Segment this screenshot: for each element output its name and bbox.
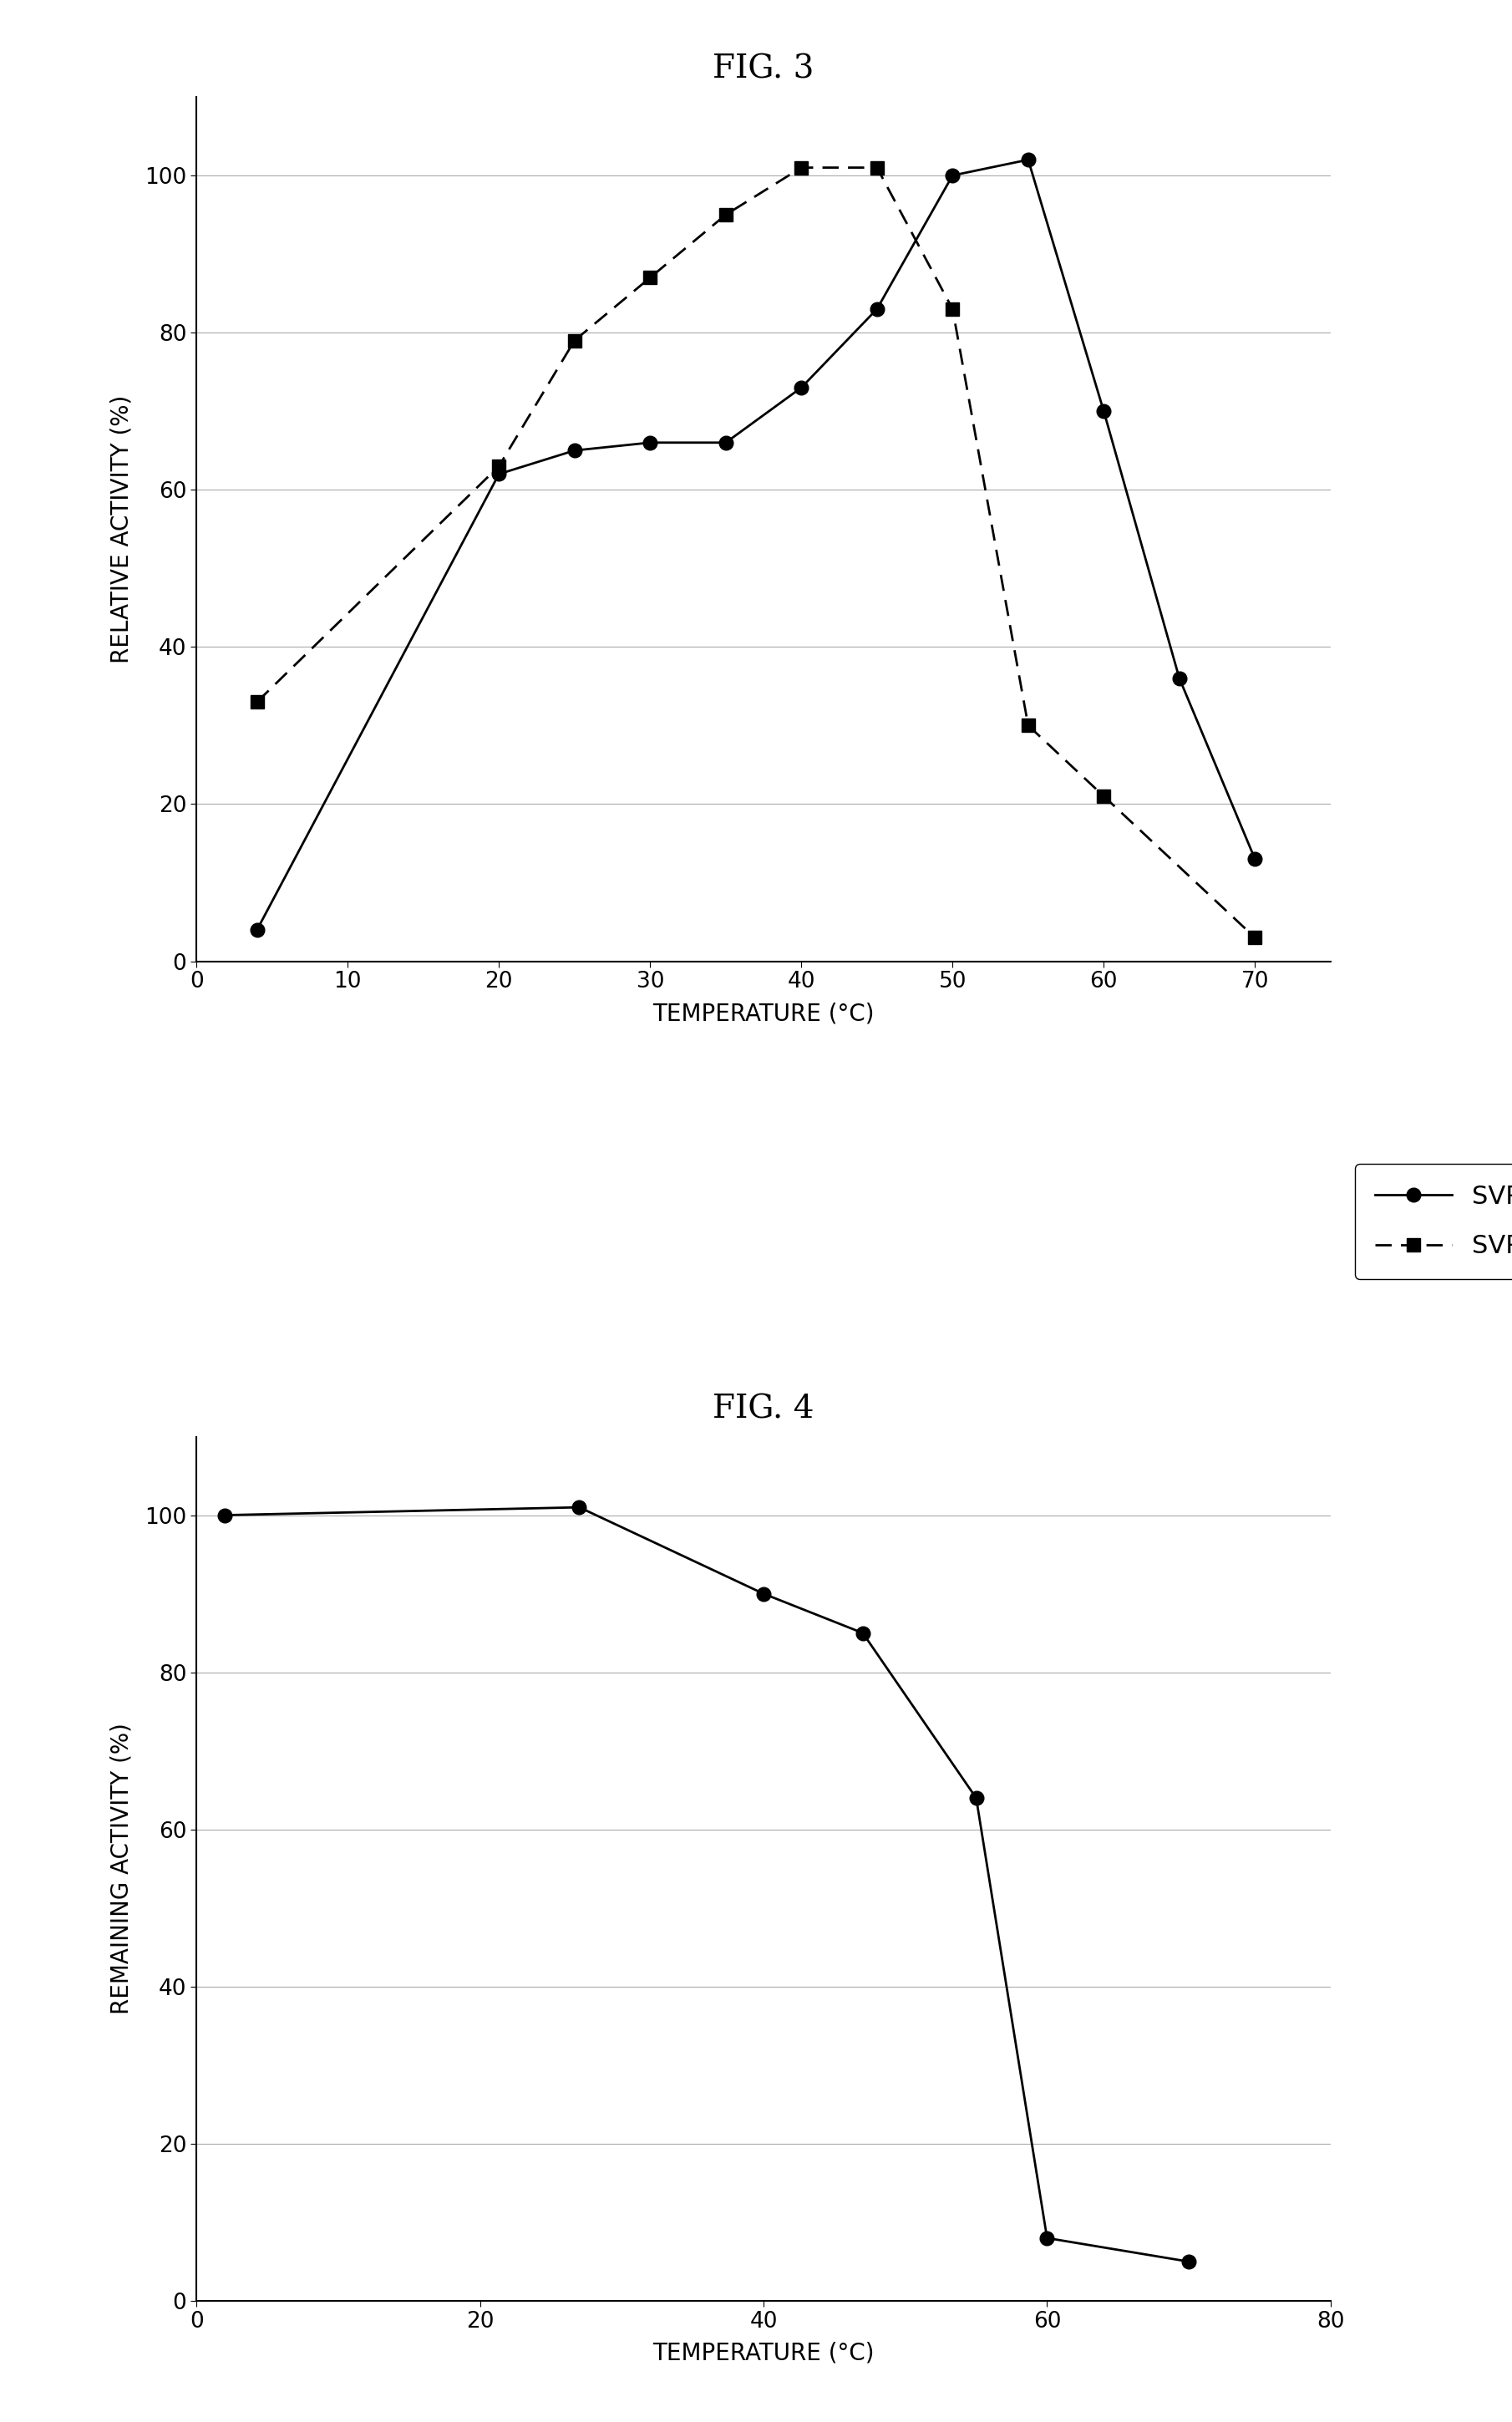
SVP35: [943, 295, 962, 325]
SVP70: [1019, 145, 1037, 174]
SVP70: [248, 916, 266, 945]
SVP35: [248, 688, 266, 717]
Title: FIG. 3: FIG. 3: [712, 53, 815, 85]
SVP35: [792, 153, 810, 182]
Y-axis label: REMAINING ACTIVITY (%): REMAINING ACTIVITY (%): [110, 1722, 133, 2015]
SVP35: [717, 201, 735, 230]
SVP35: [868, 153, 886, 182]
SVP70: [490, 460, 508, 489]
SVP70: [717, 429, 735, 458]
SVP70: [641, 429, 659, 458]
Line: SVP70: SVP70: [249, 153, 1263, 937]
Title: FIG. 4: FIG. 4: [712, 1393, 815, 1424]
X-axis label: TEMPERATURE (°C): TEMPERATURE (°C): [653, 2342, 874, 2366]
SVP70: [1246, 845, 1264, 874]
X-axis label: TEMPERATURE (°C): TEMPERATURE (°C): [653, 1003, 874, 1025]
SVP70: [1170, 664, 1188, 693]
SVP70: [565, 436, 584, 465]
Legend: SVP70, SVP35: SVP70, SVP35: [1355, 1165, 1512, 1279]
SVP35: [1019, 712, 1037, 741]
SVP35: [1246, 923, 1264, 952]
SVP70: [792, 373, 810, 402]
Line: SVP35: SVP35: [251, 162, 1261, 945]
SVP35: [641, 264, 659, 293]
SVP35: [1095, 782, 1113, 811]
SVP70: [1095, 397, 1113, 426]
SVP70: [868, 295, 886, 325]
SVP35: [565, 327, 584, 356]
Y-axis label: RELATIVE ACTIVITY (%): RELATIVE ACTIVITY (%): [110, 395, 133, 664]
SVP35: [490, 450, 508, 480]
SVP70: [943, 160, 962, 189]
